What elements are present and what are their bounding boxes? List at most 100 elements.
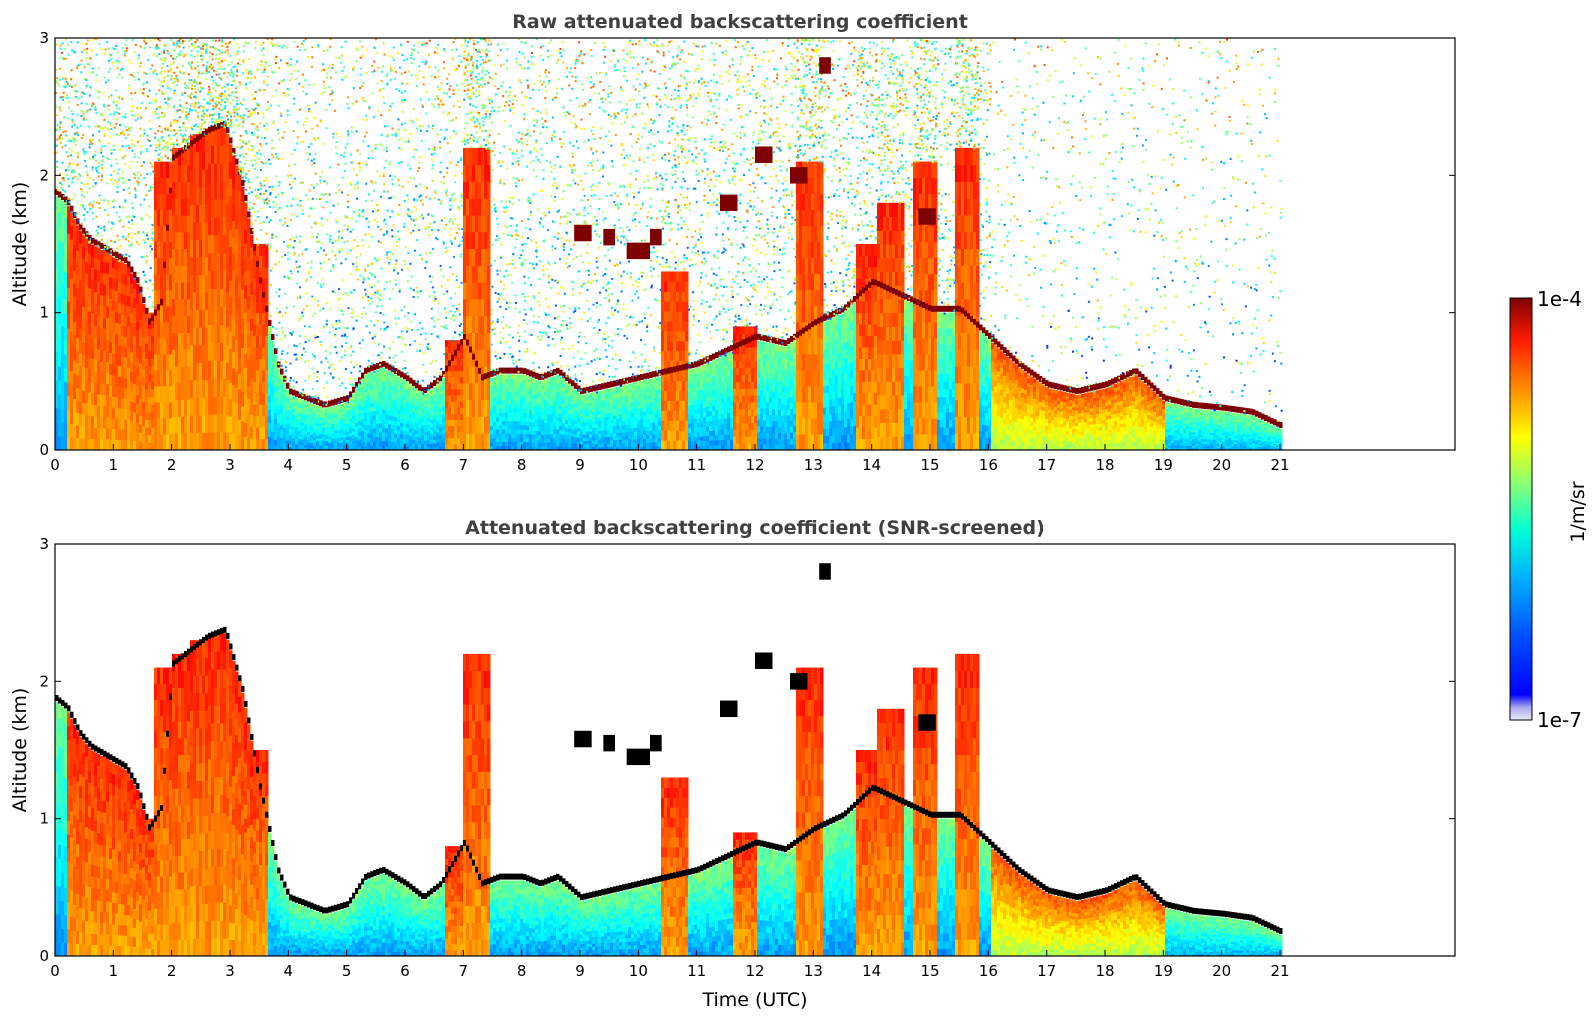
signal-cell — [391, 394, 395, 400]
signal-cell — [286, 399, 290, 404]
noise-pixel — [68, 106, 71, 109]
signal-cell — [121, 439, 125, 451]
noise-pixel — [376, 209, 379, 212]
signal-cell — [187, 416, 191, 434]
boundary-layer-top — [235, 158, 239, 165]
noise-pixel — [284, 311, 287, 314]
signal-cell — [109, 320, 113, 332]
noise-pixel — [92, 200, 95, 203]
noise-pixel — [325, 323, 328, 326]
noise-pixel — [112, 206, 115, 209]
noise-pixel — [277, 362, 280, 365]
boundary-layer-top — [367, 366, 371, 373]
noise-pixel — [353, 378, 356, 381]
signal-cell — [310, 406, 314, 410]
noise-pixel — [316, 124, 319, 127]
noise-pixel — [313, 137, 316, 140]
signal-cell — [313, 439, 317, 443]
signal-cell — [79, 231, 83, 244]
noise-pixel — [70, 150, 73, 153]
noise-pixel — [295, 381, 298, 384]
signal-cell — [157, 305, 161, 323]
noise-pixel — [64, 48, 67, 51]
signal-cell — [340, 421, 344, 425]
signal-cell — [148, 434, 152, 443]
noise-pixel — [293, 353, 296, 356]
signal-cell — [181, 433, 185, 451]
signal-cell — [388, 380, 392, 385]
signal-cell — [304, 444, 308, 448]
signal-cell — [340, 437, 344, 441]
noise-pixel — [419, 322, 422, 325]
signal-cell — [175, 433, 179, 451]
signal-cell — [319, 411, 323, 415]
signal-cell — [334, 445, 338, 449]
signal-cell — [391, 407, 395, 413]
signal-cell — [58, 394, 62, 409]
signal-cell — [331, 440, 335, 444]
noise-pixel — [298, 240, 301, 243]
signal-cell — [94, 416, 98, 428]
noise-pixel — [310, 207, 313, 210]
noise-pixel — [67, 117, 70, 120]
noise-pixel — [151, 239, 154, 242]
noise-pixel — [380, 356, 383, 359]
noise-pixel — [59, 109, 62, 112]
noise-pixel — [349, 346, 352, 349]
signal-cell — [70, 384, 74, 398]
noise-pixel — [295, 77, 298, 80]
noise-pixel — [374, 210, 377, 213]
noise-pixel — [383, 321, 386, 324]
noise-pixel — [245, 87, 248, 90]
noise-pixel — [158, 83, 161, 86]
signal-cell — [157, 385, 161, 403]
signal-cell — [406, 438, 410, 443]
noise-pixel — [107, 96, 110, 99]
signal-cell — [76, 300, 80, 314]
signal-cell — [178, 248, 182, 266]
noise-pixel — [391, 69, 394, 72]
noise-pixel — [316, 236, 319, 239]
signal-cell — [241, 332, 245, 349]
noise-pixel — [413, 386, 416, 389]
signal-cell — [82, 294, 86, 307]
signal-cell — [391, 381, 395, 387]
noise-pixel — [149, 128, 152, 131]
noise-pixel — [100, 234, 103, 237]
signal-cell — [280, 445, 284, 451]
noise-pixel — [56, 81, 59, 84]
noise-pixel — [211, 82, 214, 85]
signal-cell — [307, 405, 311, 409]
signal-cell — [364, 424, 368, 430]
noise-pixel — [319, 262, 322, 265]
signal-cell — [268, 443, 272, 451]
noise-pixel — [304, 120, 307, 123]
noise-pixel — [262, 41, 265, 44]
signal-cell — [232, 171, 236, 189]
signal-cell — [391, 415, 395, 421]
noise-pixel — [319, 341, 322, 344]
noise-pixel — [86, 63, 89, 66]
signal-cell — [286, 389, 290, 394]
noise-pixel — [242, 168, 245, 171]
noise-pixel — [83, 66, 86, 69]
signal-cell — [313, 429, 317, 433]
signal-cell — [415, 402, 419, 407]
signal-cell — [94, 246, 98, 259]
signal-cell — [232, 400, 236, 418]
noise-pixel — [61, 51, 64, 54]
noise-pixel — [199, 131, 202, 134]
noise-pixel — [284, 292, 287, 295]
signal-cell — [262, 301, 266, 314]
signal-cell — [379, 404, 383, 410]
noise-pixel — [301, 314, 304, 317]
noise-pixel — [322, 307, 325, 310]
signal-cell — [412, 446, 416, 451]
noise-pixel — [392, 369, 395, 372]
noise-pixel — [335, 351, 338, 354]
signal-cell — [55, 435, 59, 451]
noise-pixel — [407, 140, 410, 143]
noise-pixel — [275, 291, 278, 294]
noise-pixel — [163, 139, 166, 142]
noise-pixel — [293, 177, 296, 180]
